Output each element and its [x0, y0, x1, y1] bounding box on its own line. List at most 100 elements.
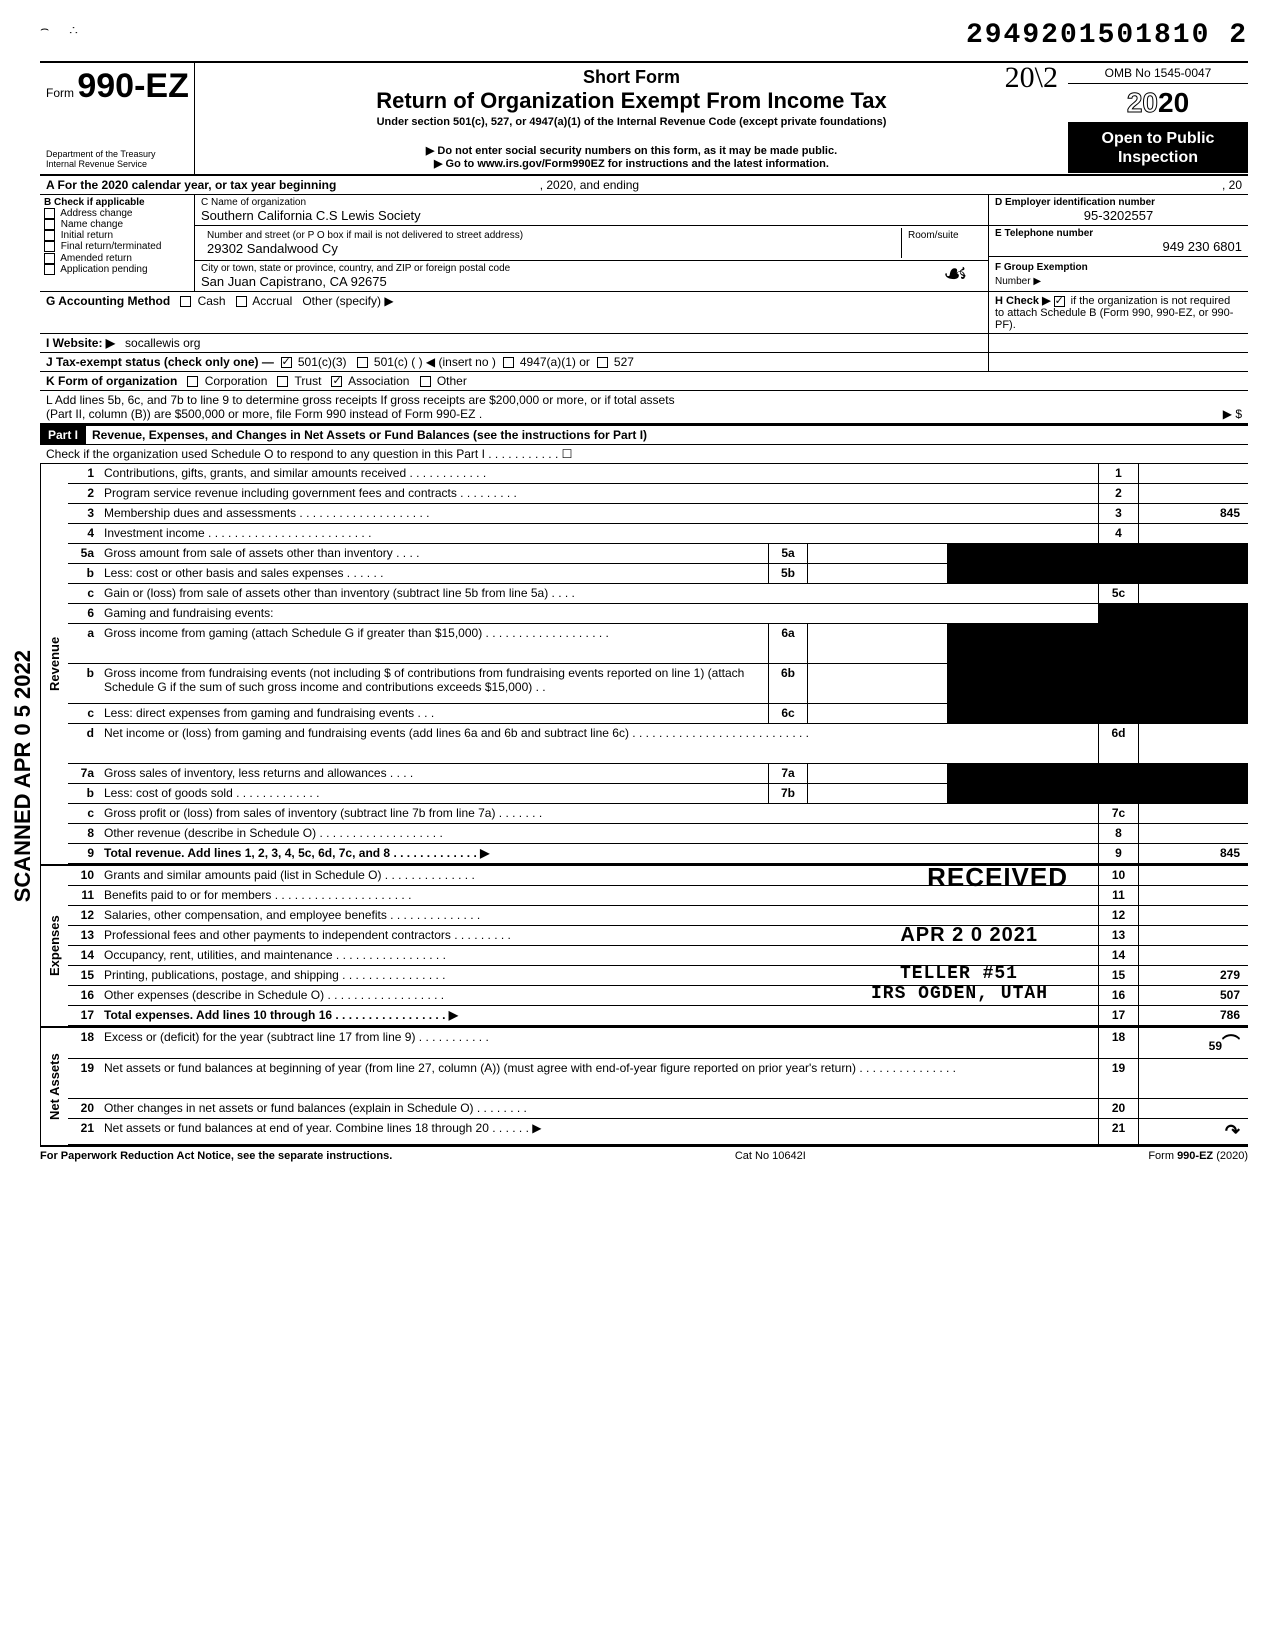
right-line-value: 845	[1138, 844, 1248, 863]
section-b-item: Application pending	[44, 264, 190, 275]
right-line-number: 8	[1098, 824, 1138, 843]
page-id: 2949201501810 2	[40, 20, 1248, 51]
line-number: 15	[68, 966, 100, 985]
right-line-value: 845	[1138, 504, 1248, 523]
4947-checkbox[interactable]	[503, 357, 514, 368]
line-description: Gaming and fundraising events:	[100, 604, 1098, 623]
line-number: 4	[68, 524, 100, 543]
section-l-arrow: ▶ $	[1223, 407, 1242, 421]
line-description: Investment income . . . . . . . . . . . …	[100, 524, 1098, 543]
right-line-value	[1138, 866, 1248, 885]
cash-label: Cash	[198, 294, 226, 308]
line-d: dNet income or (loss) from gaming and fu…	[68, 724, 1248, 764]
right-line-value	[1138, 484, 1248, 503]
section-l-text2: (Part II, column (B)) are $500,000 or mo…	[46, 407, 482, 421]
section-j-row: J Tax-exempt status (check only one) — 5…	[40, 353, 1248, 372]
line-description: Program service revenue including govern…	[100, 484, 1098, 503]
org-name-label: C Name of organization	[201, 197, 982, 208]
527-label: 527	[614, 355, 634, 369]
line-1: 1Contributions, gifts, grants, and simil…	[68, 464, 1248, 484]
501c-label: 501(c) ( ) ◀ (insert no )	[374, 355, 496, 369]
group-exemption-number: Number ▶	[995, 276, 1041, 287]
line-number: 19	[68, 1059, 100, 1098]
line-b: bGross income from fundraising events (n…	[68, 664, 1248, 704]
line-c: cGain or (loss) from sale of assets othe…	[68, 584, 1248, 604]
section-b-item: Address change	[44, 208, 190, 219]
phone-label: E Telephone number	[995, 228, 1242, 239]
line-number: a	[68, 624, 100, 663]
scanned-stamp: SCANNED APR 0 5 2022	[10, 650, 36, 902]
right-line-number: 2	[1098, 484, 1138, 503]
org-form-label: K Form of organization	[46, 374, 177, 388]
right-line-number: 9	[1098, 844, 1138, 863]
line-14: 14Occupancy, rent, utilities, and mainte…	[68, 946, 1248, 966]
line-number: d	[68, 724, 100, 763]
4947-label: 4947(a)(1) or	[520, 355, 590, 369]
501c-checkbox[interactable]	[357, 357, 368, 368]
line-description: Less: cost of goods sold . . . . . . . .…	[100, 784, 768, 803]
trust-checkbox[interactable]	[277, 376, 288, 387]
line-description: Total expenses. Add lines 10 through 16 …	[100, 1006, 1098, 1025]
line-19: 19Net assets or fund balances at beginni…	[68, 1059, 1248, 1099]
line-description: Professional fees and other payments to …	[100, 926, 1098, 945]
section-d: D Employer identification number 95-3202…	[989, 195, 1248, 226]
cash-checkbox[interactable]	[180, 296, 191, 307]
line-description: Benefits paid to or for members . . . . …	[100, 886, 1098, 905]
right-line-number: 5c	[1098, 584, 1138, 603]
part-1-header: Part I Revenue, Expenses, and Changes in…	[40, 424, 1248, 445]
section-e: E Telephone number 949 230 6801	[989, 226, 1248, 257]
subline-value	[808, 564, 948, 583]
line-number: c	[68, 804, 100, 823]
right-line-number: 19	[1098, 1059, 1138, 1098]
corporation-label: Corporation	[205, 374, 268, 388]
right-line-value: 279	[1138, 966, 1248, 985]
right-line-value: 59⌒	[1138, 1028, 1248, 1058]
line-a: aGross income from gaming (attach Schedu…	[68, 624, 1248, 664]
527-checkbox[interactable]	[597, 357, 608, 368]
subtitle: Under section 501(c), 527, or 4947(a)(1)…	[203, 116, 1060, 128]
line-b: bLess: cost or other basis and sales exp…	[68, 564, 1248, 584]
line-number: 20	[68, 1099, 100, 1118]
subline-number: 7a	[768, 764, 808, 783]
line-number: b	[68, 784, 100, 803]
right-line-value	[1138, 584, 1248, 603]
line-number: 9	[68, 844, 100, 863]
subline-value	[808, 704, 948, 723]
association-checkbox[interactable]	[331, 376, 342, 387]
right-line-value	[1138, 926, 1248, 945]
line-description: Printing, publications, postage, and shi…	[100, 966, 1098, 985]
identity-block: B Check if applicable Address change Nam…	[40, 195, 1248, 292]
line-number: 14	[68, 946, 100, 965]
corporation-checkbox[interactable]	[187, 376, 198, 387]
return-title: Return of Organization Exempt From Incom…	[203, 88, 1060, 114]
line-18: 18Excess or (deficit) for the year (subt…	[68, 1028, 1248, 1059]
line-c: cLess: direct expenses from gaming and f…	[68, 704, 1248, 724]
accrual-checkbox[interactable]	[236, 296, 247, 307]
street-value: 29302 Sandalwood Cy	[207, 241, 895, 256]
line-description: Less: direct expenses from gaming and fu…	[100, 704, 768, 723]
short-form-label: Short Form	[203, 67, 1060, 88]
line-description: Other changes in net assets or fund bala…	[100, 1099, 1098, 1118]
line-7a: 7aGross sales of inventory, less returns…	[68, 764, 1248, 784]
line-20: 20Other changes in net assets or fund ba…	[68, 1099, 1248, 1119]
line-description: Other expenses (describe in Schedule O) …	[100, 986, 1098, 1005]
section-i-row: I Website: ▶ socallewis org	[40, 334, 1248, 353]
section-c: C Name of organization Southern Californ…	[195, 195, 988, 291]
line-number: 18	[68, 1028, 100, 1058]
other-org-checkbox[interactable]	[420, 376, 431, 387]
line-description: Gross amount from sale of assets other t…	[100, 544, 768, 563]
schedule-b-checkbox[interactable]	[1054, 296, 1065, 307]
501c3-checkbox[interactable]	[281, 357, 292, 368]
subline-number: 5a	[768, 544, 808, 563]
ssn-warning: ▶ Do not enter social security numbers o…	[203, 144, 1060, 157]
line-number: 5a	[68, 544, 100, 563]
section-a: A For the 2020 calendar year, or tax yea…	[40, 176, 1248, 195]
line-description: Gross sales of inventory, less returns a…	[100, 764, 768, 783]
tax-status-label: J Tax-exempt status (check only one) —	[46, 355, 274, 369]
city-value: San Juan Capistrano, CA 92675	[201, 274, 982, 289]
section-revenue: Revenue1Contributions, gifts, grants, an…	[40, 464, 1248, 866]
right-line-number: 11	[1098, 886, 1138, 905]
section-b-header: B Check if applicable	[44, 197, 190, 208]
line-number: c	[68, 704, 100, 723]
form-number: Form 990-EZ	[46, 67, 188, 106]
